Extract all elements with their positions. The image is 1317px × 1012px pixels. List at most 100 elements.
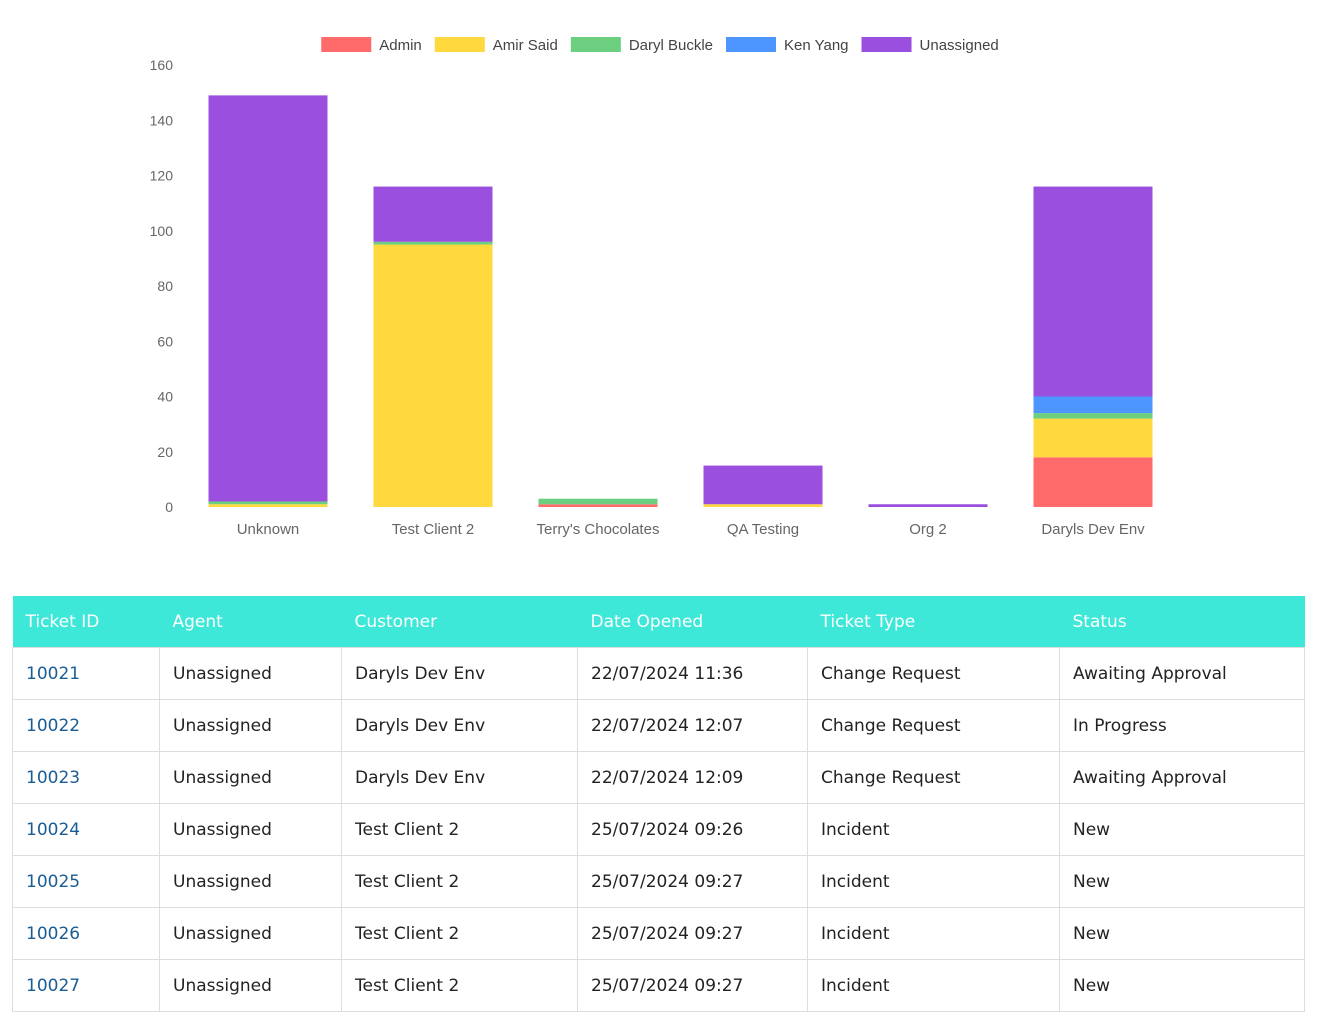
date-opened-cell: 22/07/2024 11:36 <box>577 647 808 700</box>
ticket-type-cell: Incident <box>807 855 1060 908</box>
y-tick-label: 40 <box>157 389 173 405</box>
column-header-ticket-type[interactable]: Ticket Type <box>820 611 916 632</box>
x-tick-label: Terry's Chocolates <box>537 521 660 538</box>
status-cell: Awaiting Approval <box>1059 647 1305 700</box>
bar-segment-daryl-buckle[interactable] <box>1033 413 1153 419</box>
ticket-id-cell: 10025 <box>12 855 160 908</box>
y-tick-label: 140 <box>150 112 174 128</box>
y-tick-label: 120 <box>150 168 174 184</box>
ticket-id-link[interactable]: 10026 <box>26 923 81 944</box>
date-opened-cell: 22/07/2024 12:07 <box>577 699 808 752</box>
bar-segment-unassigned[interactable] <box>703 465 823 505</box>
date-opened-cell: 22/07/2024 12:09 <box>577 751 808 804</box>
bar-segment-daryl-buckle[interactable] <box>373 241 493 245</box>
bar-segment-admin[interactable] <box>1033 457 1153 507</box>
customer-cell: Daryls Dev Env <box>341 699 578 752</box>
ticket-id-link[interactable]: 10023 <box>26 767 81 788</box>
customer-cell: Daryls Dev Env <box>341 751 578 804</box>
legend-item-unassigned[interactable]: Unassigned <box>861 37 999 54</box>
legend-item-amir-said[interactable]: Amir Said <box>434 37 558 54</box>
agent-cell: Unassigned <box>159 803 342 856</box>
bar-stack-terry-s-chocolates[interactable] <box>538 498 658 507</box>
table-row[interactable]: 10022 Unassigned Daryls Dev Env 22/07/2024 … <box>12 699 1305 752</box>
legend-swatch-admin <box>321 37 372 52</box>
agent-cell: Unassigned <box>159 855 342 908</box>
table-row[interactable]: 10024 Unassigned Test Client 2 25/07/2024 0… <box>12 803 1305 856</box>
ticket-id-link[interactable]: 10025 <box>26 871 81 892</box>
status-cell: Awaiting Approval <box>1059 751 1305 804</box>
agent-cell: Unassigned <box>159 647 342 700</box>
y-tick-label: 160 <box>150 57 174 73</box>
tickets-table: Ticket ID Agent Customer Date Opened Tic… <box>12 596 1305 1012</box>
table-row[interactable]: 10027 Unassigned Test Client 2 25/07/2024 0… <box>12 959 1305 1012</box>
customer-cell: Test Client 2 <box>341 907 578 960</box>
agent-cell: Unassigned <box>159 751 342 804</box>
bar-stack-org-2[interactable] <box>868 504 988 507</box>
y-tick-label: 0 <box>165 499 173 515</box>
bar-segment-daryl-buckle[interactable] <box>538 498 658 505</box>
bar-segment-amir-said[interactable] <box>703 504 823 507</box>
y-tick-label: 20 <box>157 444 173 460</box>
legend-item-ken-yang[interactable]: Ken Yang <box>726 37 849 54</box>
bar-segment-amir-said[interactable] <box>208 504 328 507</box>
bar-segment-amir-said[interactable] <box>1033 418 1153 458</box>
legend-swatch-ken-yang <box>726 37 777 52</box>
ticket-id-link[interactable]: 10022 <box>26 715 81 736</box>
bar-segment-unassigned[interactable] <box>373 186 493 242</box>
table-row[interactable]: 10026 Unassigned Test Client 2 25/07/2024 0… <box>12 907 1305 960</box>
bar-segment-daryl-buckle[interactable] <box>208 501 328 505</box>
date-opened-cell: 25/07/2024 09:26 <box>577 803 808 856</box>
agent-cell: Unassigned <box>159 907 342 960</box>
bar-segment-unassigned[interactable] <box>1033 186 1153 397</box>
column-header-status[interactable]: Status <box>1072 611 1127 632</box>
table-row[interactable]: 10025 Unassigned Test Client 2 25/07/2024 0… <box>12 855 1305 908</box>
x-tick-label: Test Client 2 <box>392 521 475 538</box>
x-axis: Unknown Test Client 2 Terry's Chocolates QA… <box>237 521 1145 538</box>
ticket-id-link[interactable]: 10027 <box>26 975 81 996</box>
date-opened-cell: 25/07/2024 09:27 <box>577 959 808 1012</box>
date-opened-cell: 25/07/2024 09:27 <box>577 907 808 960</box>
table-row[interactable]: 10021 Unassigned Daryls Dev Env 22/07/2024 … <box>12 647 1305 700</box>
legend-item-daryl-buckle[interactable]: Daryl Buckle <box>570 37 713 54</box>
customer-cell: Test Client 2 <box>341 855 578 908</box>
y-tick-label: 80 <box>157 278 173 294</box>
column-header-date-opened[interactable]: Date Opened <box>590 611 704 632</box>
bar-segment-unassigned[interactable] <box>868 504 988 507</box>
x-tick-label: Org 2 <box>909 521 947 538</box>
x-tick-label: Daryls Dev Env <box>1041 521 1145 538</box>
column-header-customer[interactable]: Customer <box>354 611 438 632</box>
legend-label-ken-yang: Ken Yang <box>784 37 849 54</box>
ticket-id-link[interactable]: 10021 <box>26 663 81 684</box>
bar-stack-daryls-dev-env[interactable] <box>1033 186 1153 507</box>
ticket-id-cell: 10023 <box>12 751 160 804</box>
ticket-id-cell: 10026 <box>12 907 160 960</box>
ticket-id-link[interactable]: 10024 <box>26 819 81 840</box>
ticket-id-cell: 10022 <box>12 699 160 752</box>
status-cell: New <box>1059 855 1305 908</box>
column-header-agent[interactable]: Agent <box>172 611 223 632</box>
bar-segment-unassigned[interactable] <box>208 95 328 502</box>
table-row[interactable]: 10023 Unassigned Daryls Dev Env 22/07/2024 … <box>12 751 1305 804</box>
bar-segment-ken-yang[interactable] <box>1033 396 1153 414</box>
status-cell: New <box>1059 959 1305 1012</box>
customer-cell: Test Client 2 <box>341 959 578 1012</box>
bar-stack-unknown[interactable] <box>208 95 328 507</box>
legend-item-admin[interactable]: Admin <box>321 37 422 54</box>
bar-stack-test-client-2[interactable] <box>373 186 493 507</box>
y-tick-label: 100 <box>150 223 174 239</box>
bar-segment-admin[interactable] <box>538 504 658 507</box>
ticket-id-cell: 10024 <box>12 803 160 856</box>
ticket-type-cell: Incident <box>807 907 1060 960</box>
column-header-ticket-id[interactable]: Ticket ID <box>25 611 100 632</box>
legend-swatch-daryl-buckle <box>570 37 621 52</box>
legend-swatch-unassigned <box>861 37 912 52</box>
tickets-by-customer-chart: Admin Amir Said Daryl Buckle Ken Yang Unassi… <box>150 37 1153 538</box>
status-cell: New <box>1059 803 1305 856</box>
y-tick-label: 60 <box>157 333 173 349</box>
table-header-row: Ticket ID Agent Customer Date Opened Tic… <box>12 596 1305 648</box>
bar-segment-amir-said[interactable] <box>373 244 493 507</box>
status-cell: In Progress <box>1059 699 1305 752</box>
bar-stack-qa-testing[interactable] <box>703 465 823 507</box>
ticket-type-cell: Change Request <box>807 699 1060 752</box>
ticket-type-cell: Change Request <box>807 647 1060 700</box>
